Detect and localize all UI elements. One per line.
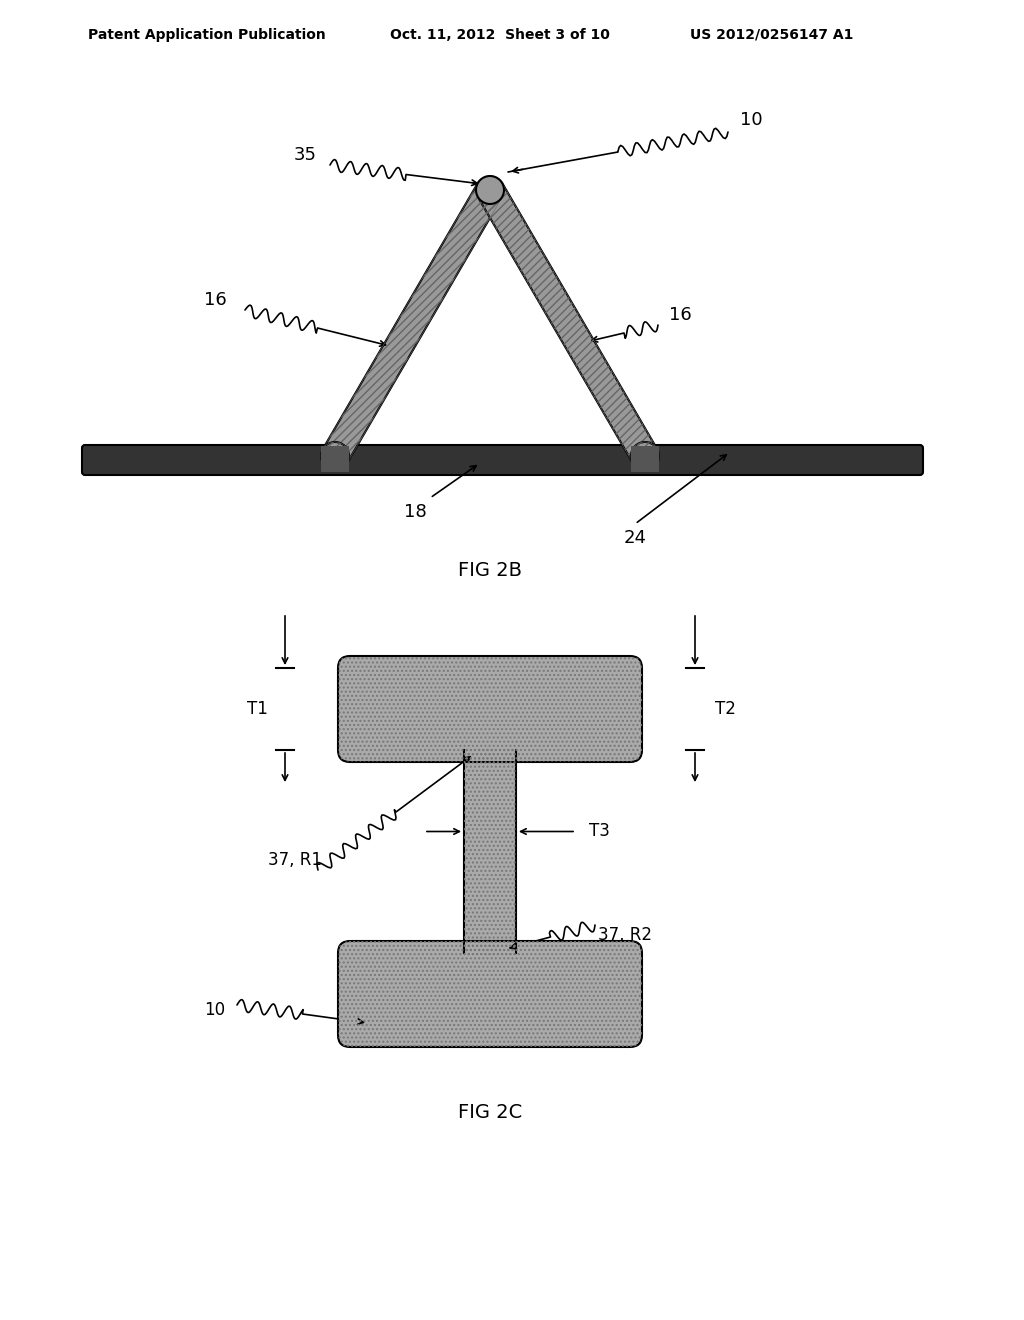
Text: Oct. 11, 2012  Sheet 3 of 10: Oct. 11, 2012 Sheet 3 of 10 <box>390 28 610 42</box>
Text: FIG 2C: FIG 2C <box>458 1102 522 1122</box>
Text: 10: 10 <box>205 1001 225 1019</box>
FancyBboxPatch shape <box>338 941 642 1047</box>
Text: T2: T2 <box>715 700 735 718</box>
Text: 10: 10 <box>740 111 763 129</box>
Polygon shape <box>478 183 657 463</box>
Circle shape <box>321 442 349 470</box>
Text: T1: T1 <box>247 700 267 718</box>
Text: 24: 24 <box>624 529 646 546</box>
Polygon shape <box>323 183 502 463</box>
Text: 16: 16 <box>669 306 691 323</box>
Text: US 2012/0256147 A1: US 2012/0256147 A1 <box>690 28 853 42</box>
FancyBboxPatch shape <box>82 445 923 475</box>
Circle shape <box>631 442 659 470</box>
Bar <box>631 446 659 473</box>
Text: 16: 16 <box>204 290 226 309</box>
Text: 37, R1: 37, R1 <box>268 851 322 869</box>
Text: FIG 2B: FIG 2B <box>458 561 522 579</box>
Circle shape <box>476 176 504 205</box>
Text: Patent Application Publication: Patent Application Publication <box>88 28 326 42</box>
Text: 35: 35 <box>294 147 316 164</box>
Text: T3: T3 <box>589 822 610 841</box>
FancyBboxPatch shape <box>338 656 642 762</box>
Bar <box>464 748 516 954</box>
Text: 37, R2: 37, R2 <box>598 927 652 944</box>
Bar <box>321 446 349 473</box>
Bar <box>464 748 516 954</box>
Text: 18: 18 <box>403 503 426 521</box>
